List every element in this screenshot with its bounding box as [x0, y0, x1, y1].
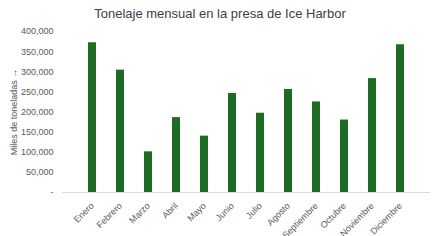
svg-text:400,000: 400,000: [21, 26, 54, 36]
svg-text:150,000: 150,000: [21, 127, 54, 137]
svg-text:Enero: Enero: [72, 201, 96, 225]
svg-text:Abril: Abril: [160, 201, 180, 221]
svg-text:-: -: [51, 187, 54, 197]
svg-text:250,000: 250,000: [21, 87, 54, 97]
svg-text:50,000: 50,000: [26, 167, 54, 177]
svg-text:Agosto: Agosto: [265, 201, 292, 228]
svg-text:Miles de toneladas →: Miles de toneladas →: [9, 69, 19, 156]
svg-text:350,000: 350,000: [21, 47, 54, 57]
svg-text:Septiembre: Septiembre: [280, 201, 320, 236]
svg-text:Julio: Julio: [244, 201, 264, 221]
svg-text:Marzo: Marzo: [127, 201, 152, 226]
svg-text:Junio: Junio: [214, 201, 236, 223]
svg-text:Mayo: Mayo: [185, 201, 208, 224]
svg-text:100,000: 100,000: [21, 147, 54, 157]
svg-text:Diciembre: Diciembre: [368, 201, 404, 236]
html-text:Tonelaje mensual en la presa d: Tonelaje mensual en la presa de Ice Harb…: [94, 6, 346, 21]
svg-text:Febrero: Febrero: [95, 201, 124, 230]
svg-text:200,000: 200,000: [21, 107, 54, 117]
svg-text:300,000: 300,000: [21, 67, 54, 77]
svg-text:Octubre: Octubre: [318, 200, 348, 231]
